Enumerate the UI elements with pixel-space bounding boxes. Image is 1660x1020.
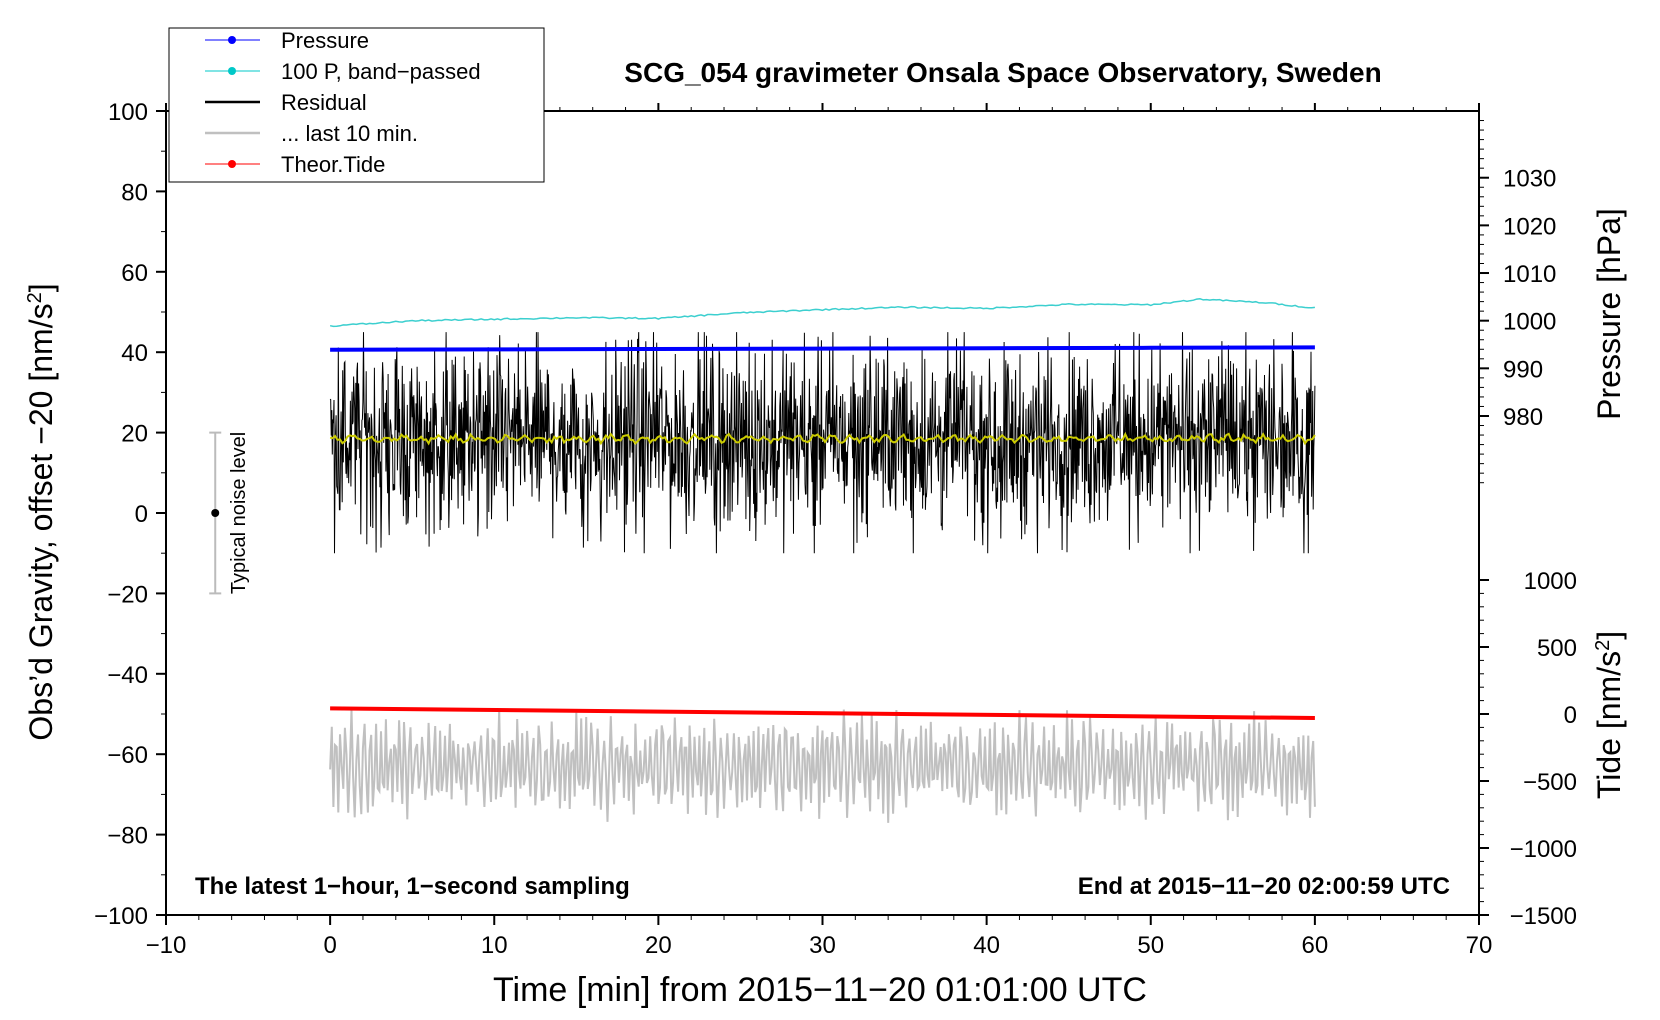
y-axis-label: Obs’d Gravity, offset −20 [nm/s2]: [23, 283, 59, 740]
legend-marker: [228, 67, 236, 75]
legend: Pressure 100 P, band−passed Residual ... la…: [169, 28, 544, 182]
legend-label: ... last 10 min.: [281, 121, 418, 146]
pressure-tick-label: 1020: [1503, 213, 1556, 240]
series-theor-tide: [330, 708, 1315, 718]
tide-tick-label: 500: [1537, 635, 1577, 662]
noise-indicator-label: Typical noise level: [228, 432, 250, 594]
x-tick-label: 10: [481, 932, 508, 959]
legend-label: Residual: [281, 90, 367, 115]
tide-tick-label: 1000: [1524, 568, 1577, 595]
series-residual: [330, 332, 1315, 553]
chart-title: SCG_054 gravimeter Onsala Space Observat…: [624, 57, 1381, 88]
series-layer: [330, 299, 1315, 823]
chart: −10 0 10 20 30 40 50 60 70−100−80−60−40−20020406…: [0, 0, 1660, 1020]
y-tick-label: 40: [121, 340, 148, 367]
y-tick-label: 20: [121, 421, 148, 448]
series-100p-band-passed: [330, 299, 1315, 327]
pressure-tick-label: 980: [1503, 404, 1543, 431]
y-tick-label: −40: [107, 662, 148, 689]
x-tick-label: 30: [809, 932, 836, 959]
y-tick-label: 60: [121, 260, 148, 287]
annotation-right: End at 2015−11−20 02:00:59 UTC: [1078, 873, 1450, 900]
pressure-tick-label: 1030: [1503, 166, 1556, 193]
y-tick-label: −80: [107, 823, 148, 850]
y-tick-label: 100: [108, 99, 148, 126]
series-pressure: [330, 347, 1315, 349]
x-tick-label: −10: [146, 932, 187, 959]
axes-layer: −10 0 10 20 30 40 50 60 70−100−80−60−40−20020406…: [94, 99, 1577, 959]
legend-label: 100 P, band−passed: [281, 59, 481, 84]
pressure-tick-label: 990: [1503, 356, 1543, 383]
x-tick-label: 50: [1137, 932, 1164, 959]
tide-axis-label: Tide [nm/s2]: [1591, 631, 1627, 799]
tide-tick-label: 0: [1564, 702, 1577, 729]
y-tick-label: 0: [135, 501, 148, 528]
tide-tick-label: −1500: [1510, 903, 1577, 930]
x-tick-label: 70: [1466, 932, 1493, 959]
pressure-tick-label: 1010: [1503, 261, 1556, 288]
noise-indicator: Typical noise level: [209, 432, 250, 594]
y-tick-label: −20: [107, 581, 148, 608]
x-tick-label: 20: [645, 932, 672, 959]
series-last-10-min: [330, 709, 1315, 823]
legend-label: Pressure: [281, 28, 369, 53]
legend-marker: [228, 160, 236, 168]
legend-marker: [228, 36, 236, 44]
y-tick-label: 80: [121, 179, 148, 206]
annotation-left: The latest 1−hour, 1−second sampling: [195, 873, 630, 900]
legend-label: Theor.Tide: [281, 152, 385, 177]
x-tick-label: 60: [1302, 932, 1329, 959]
pressure-tick-label: 1000: [1503, 309, 1556, 336]
pressure-axis-label: Pressure [hPa]: [1591, 208, 1627, 420]
x-tick-label: 0: [323, 932, 336, 959]
tide-tick-label: −1000: [1510, 836, 1577, 863]
tide-tick-label: −500: [1523, 769, 1577, 796]
noise-center-dot: [211, 509, 219, 517]
x-axis-label: Time [min] from 2015−11−20 01:01:00 UTC: [493, 971, 1147, 1009]
y-tick-label: −60: [107, 742, 148, 769]
y-tick-label: −100: [94, 903, 148, 930]
x-tick-label: 40: [973, 932, 1000, 959]
